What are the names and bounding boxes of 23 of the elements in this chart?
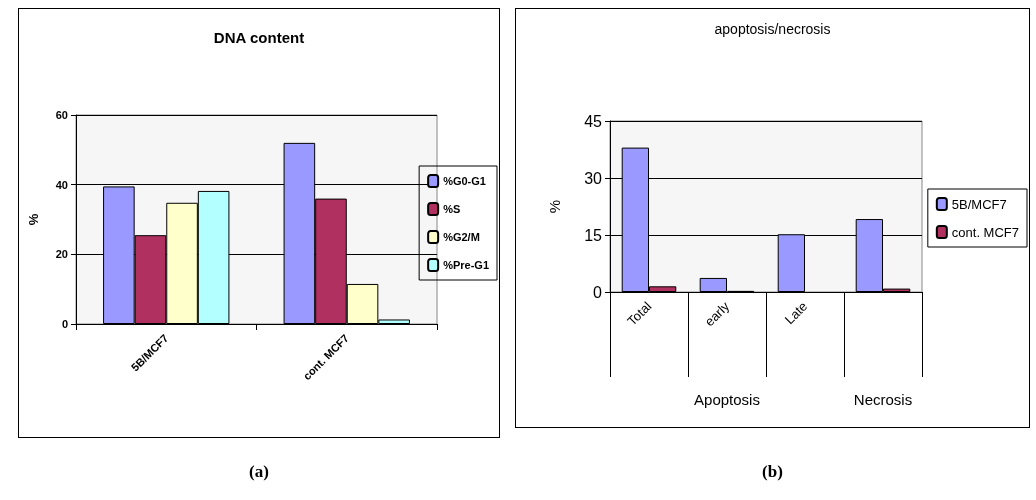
y-axis-title: % [546,199,563,214]
text: (a) [248,462,270,482]
y-tick-label: 0 [593,283,603,301]
chart-title: apoptosis/necrosis [714,21,831,37]
text: (b) [761,462,784,482]
legend-label: %G2/M [443,231,480,243]
y-tick-label: 20 [55,248,68,261]
y-axis-title: % [26,213,41,226]
legend-label: cont. MCF7 [951,224,1019,240]
legend-label: %S [443,203,461,215]
x-tick-label: Late [781,298,811,328]
text: Necrosis [853,390,913,408]
y-tick-label: 45 [584,112,603,130]
chart-title: DNA content [213,29,305,46]
text: Apoptosis [694,390,760,408]
y-tick-label: 30 [584,169,603,187]
legend-label: %Pre-G1 [443,259,490,271]
y-tick-label: 40 [55,178,68,191]
y-tick-label: 15 [584,226,603,244]
y-tick-label: 60 [55,109,68,121]
y-tick-label: 0 [61,318,68,330]
legend-label: %G0-G1 [443,175,486,187]
legend-label: 5B/MCF7 [951,196,1007,212]
